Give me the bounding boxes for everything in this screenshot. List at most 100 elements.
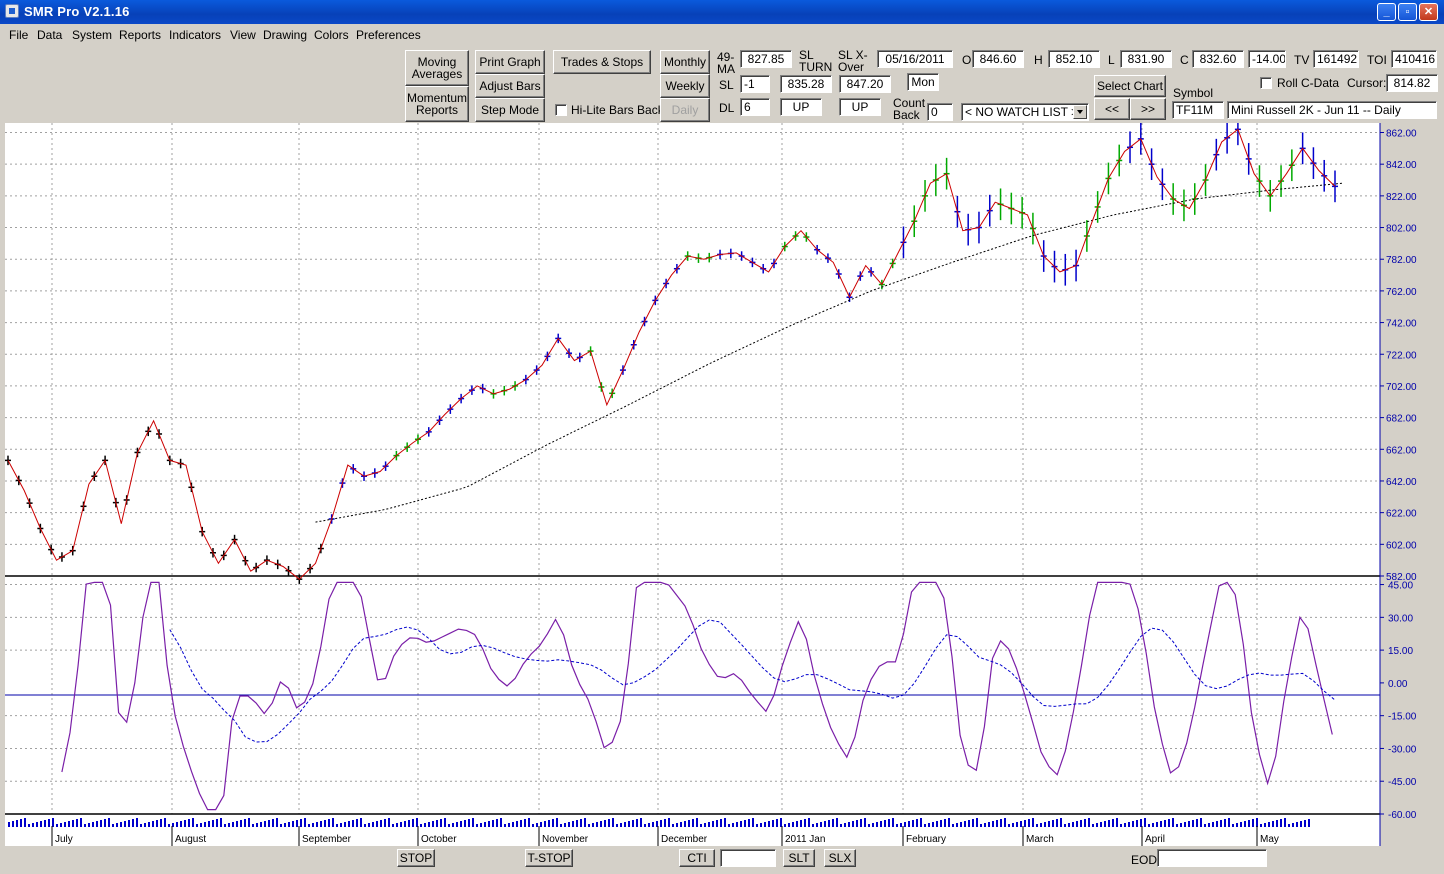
high-value: 852.10: [1048, 50, 1100, 68]
step-mode-button[interactable]: Step Mode: [475, 98, 545, 122]
weekly-button[interactable]: Weekly: [660, 74, 710, 98]
trades-stops-button[interactable]: Trades & Stops: [553, 50, 651, 74]
countback-label: Count Back: [893, 96, 926, 122]
dl-label: DL: [719, 101, 735, 115]
volume-bar: [776, 819, 778, 827]
watchlist-select[interactable]: < NO WATCH LIST >: [961, 103, 1089, 121]
volume-bar: [360, 818, 362, 827]
volume-bar: [740, 821, 742, 827]
countback-value[interactable]: 0: [927, 103, 953, 121]
print-graph-button[interactable]: Print Graph: [475, 50, 545, 74]
cti-field[interactable]: [720, 849, 776, 867]
minimize-button[interactable]: _: [1377, 3, 1396, 21]
volume-bar: [1280, 819, 1282, 827]
menu-preferences[interactable]: Preferences: [356, 28, 421, 42]
volume-bar: [1140, 819, 1142, 827]
momentum-reports-button[interactable]: Momentum Reports: [405, 86, 469, 122]
volume-bar: [1300, 821, 1302, 827]
dl-value[interactable]: 6: [740, 98, 770, 116]
menu-system[interactable]: System: [72, 28, 113, 42]
volume-bar: [632, 820, 634, 827]
close-button[interactable]: ✕: [1419, 3, 1438, 21]
volume-bar: [308, 824, 310, 827]
roll-cdata-checkbox[interactable]: [1260, 77, 1272, 89]
volume-bar: [1116, 818, 1118, 827]
month-label: March: [1026, 834, 1054, 845]
adjust-bars-button[interactable]: Adjust Bars: [475, 74, 545, 98]
maximize-button[interactable]: ▫: [1398, 3, 1417, 21]
volume-bar: [812, 824, 814, 827]
volume-bar: [44, 820, 46, 827]
volume-bar: [588, 824, 590, 827]
volume-bar: [1180, 823, 1182, 827]
cti-button[interactable]: CTI: [679, 849, 715, 867]
volume-bar: [796, 821, 798, 827]
volume-bar: [104, 819, 106, 827]
volume-bar: [152, 821, 154, 827]
price-tick-label: 762.00: [1386, 287, 1417, 298]
menu-reports[interactable]: Reports: [119, 28, 162, 42]
eod-field[interactable]: [1157, 849, 1267, 867]
volume-bar: [424, 823, 426, 827]
volume-bar: [296, 820, 298, 827]
price-tick-label: 802.00: [1386, 224, 1417, 235]
volume-bar: [312, 823, 314, 827]
volume-bar: [524, 819, 526, 827]
menu-view[interactable]: View: [230, 28, 256, 42]
sl-value[interactable]: -1: [740, 75, 770, 93]
price-tick-label: 662.00: [1386, 445, 1417, 456]
symbol-field[interactable]: TF11M: [1172, 101, 1224, 119]
volume-bar: [1136, 820, 1138, 827]
chevron-down-icon[interactable]: [1073, 105, 1087, 119]
slt-button[interactable]: SLT: [783, 849, 815, 867]
select-chart-button[interactable]: Select Chart: [1094, 75, 1166, 97]
volume-bar: [1268, 822, 1270, 827]
volume-bar: [428, 822, 430, 827]
volume-bar: [1028, 819, 1030, 827]
volume-bar: [408, 820, 410, 827]
volume-bar: [280, 824, 282, 827]
menu-file[interactable]: File: [9, 28, 29, 42]
price-tick-label: 862.00: [1386, 129, 1417, 140]
daily-button[interactable]: Daily: [660, 98, 710, 122]
volume-bar: [1012, 823, 1014, 827]
volume-bar: [744, 820, 746, 827]
volume-bar: [464, 820, 466, 827]
volume-bar: [652, 822, 654, 827]
menu-drawing[interactable]: Drawing: [263, 28, 308, 42]
window-title: SMR Pro V2.1.16: [24, 4, 130, 19]
chart-area[interactable]: 862.00 842.00 822.00 802.00 782.00 762.00 742.…: [0, 123, 1444, 846]
volume-bar: [1060, 818, 1062, 827]
close-value: 832.60: [1192, 50, 1244, 68]
volume-bar: [1148, 824, 1150, 827]
volume-bar: [384, 819, 386, 827]
volume-bar: [116, 823, 118, 827]
volume-bar: [172, 823, 174, 827]
volume-bar: [692, 819, 694, 827]
volume-bar: [60, 823, 62, 827]
volume-bar: [516, 821, 518, 827]
volume-bar: [12, 821, 14, 827]
moving-averages-button[interactable]: Moving Averages: [405, 50, 469, 86]
menu-colors[interactable]: Colors: [314, 28, 349, 42]
monthly-button[interactable]: Monthly: [660, 50, 710, 74]
slx-button[interactable]: SLX: [824, 849, 856, 867]
stop-button[interactable]: STOP: [397, 849, 435, 867]
tstop-button[interactable]: T-STOP: [525, 849, 573, 867]
prev-symbol-button[interactable]: <<: [1094, 98, 1130, 120]
volume-bar: [976, 818, 978, 827]
menu-data[interactable]: Data: [37, 28, 63, 42]
volume-bar: [416, 818, 418, 827]
next-symbol-button[interactable]: >>: [1130, 98, 1166, 120]
volume-bar: [844, 823, 846, 827]
volume-bar: [940, 820, 942, 827]
date-field[interactable]: 05/16/2011: [877, 50, 953, 68]
menu-indicators[interactable]: Indicators: [169, 28, 222, 42]
volume-bar: [512, 822, 514, 827]
volume-bar: [468, 819, 470, 827]
volume-bar: [84, 824, 86, 827]
hilite-bars-back-checkbox[interactable]: [555, 104, 567, 116]
volume-bar: [1236, 823, 1238, 827]
volume-bar: [456, 822, 458, 827]
volume-bar: [988, 822, 990, 827]
